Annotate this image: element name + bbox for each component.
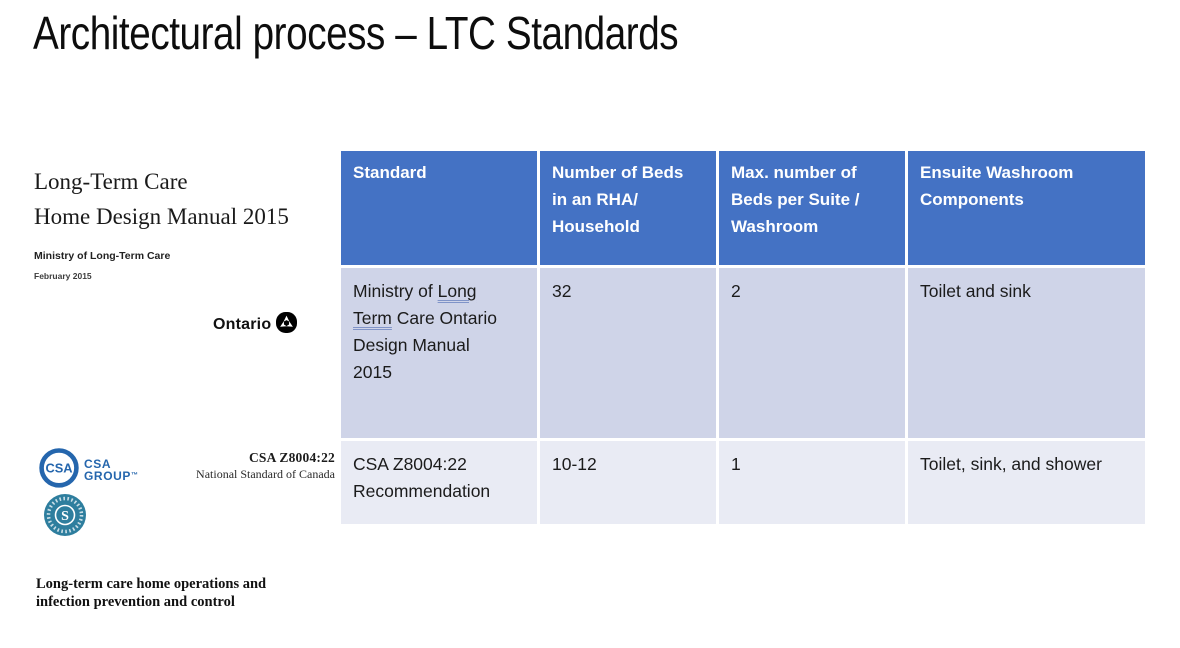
table-cell-row2-ensuite: Toilet, sink, and shower [908,441,1145,524]
csa-wordmark-line-1: CSA [84,456,112,471]
table-cell-row1-max-beds: 2 [719,268,905,438]
svg-text:S: S [61,509,69,524]
table-header-beds-rha: Number of Beds in an RHA/ Household [540,151,716,265]
table-cell-row2-beds-rha: 10-12 [540,441,716,524]
cover-date-text: February 2015 [34,271,92,281]
table-cell-row2-standard: CSA Z8004:22 Recommendation [341,441,537,524]
csa-wordmark-line-2: GROUP™ [84,468,139,483]
csa-standard-code: CSA Z8004:22 [248,450,335,465]
csa-standard-reference: CSA Z8004:22 National Standard of Canada [150,450,335,482]
cover-ministry-text: Ministry of Long-Term Care [34,250,171,262]
underlined-term: Long Term [353,281,477,328]
ontario-logo: Ontario [213,312,298,338]
table-header-max-beds: Max. number of Beds per Suite / Washroom [719,151,905,265]
caption-line-2: infection prevention and control [36,594,235,610]
cover-title-line-2: Home Design Manual 2015 [34,204,289,229]
table-header-standard: Standard [341,151,537,265]
table-cell-row2-max-beds: 1 [719,441,905,524]
csa-group-logo: CSA CSA GROUP™ [37,445,139,494]
ontario-trillium-icon [276,312,298,338]
table-cell-row1-standard: Ministry of Long Term Care Ontario Desig… [341,268,537,438]
table-cell-row1-beds-rha: 32 [540,268,716,438]
cover-title-line-1: Long-Term Care [34,169,188,194]
ltc-standards-table: Standard Number of Beds in an RHA/ House… [341,151,1145,524]
national-standard-badge-icon: S [43,493,87,542]
svg-text:CSA: CSA [45,461,72,476]
design-manual-cover: Long-Term Care Home Design Manual 2015 M… [34,164,334,281]
trademark-symbol: ™ [131,471,139,479]
slide-title: Architectural process – LTC Standards [33,7,679,59]
csa-standard-label: National Standard of Canada [196,467,335,481]
csa-document-caption: Long-term care home operations and infec… [36,575,266,611]
csa-monogram-icon: CSA [37,445,81,494]
caption-line-1: Long-term care home operations and [36,576,267,592]
table-header-ensuite: Ensuite Washroom Components [908,151,1145,265]
table-cell-row1-ensuite: Toilet and sink [908,268,1145,438]
csa-group-wordmark: CSA GROUP™ [84,458,139,482]
ontario-wordmark: Ontario [213,316,272,333]
